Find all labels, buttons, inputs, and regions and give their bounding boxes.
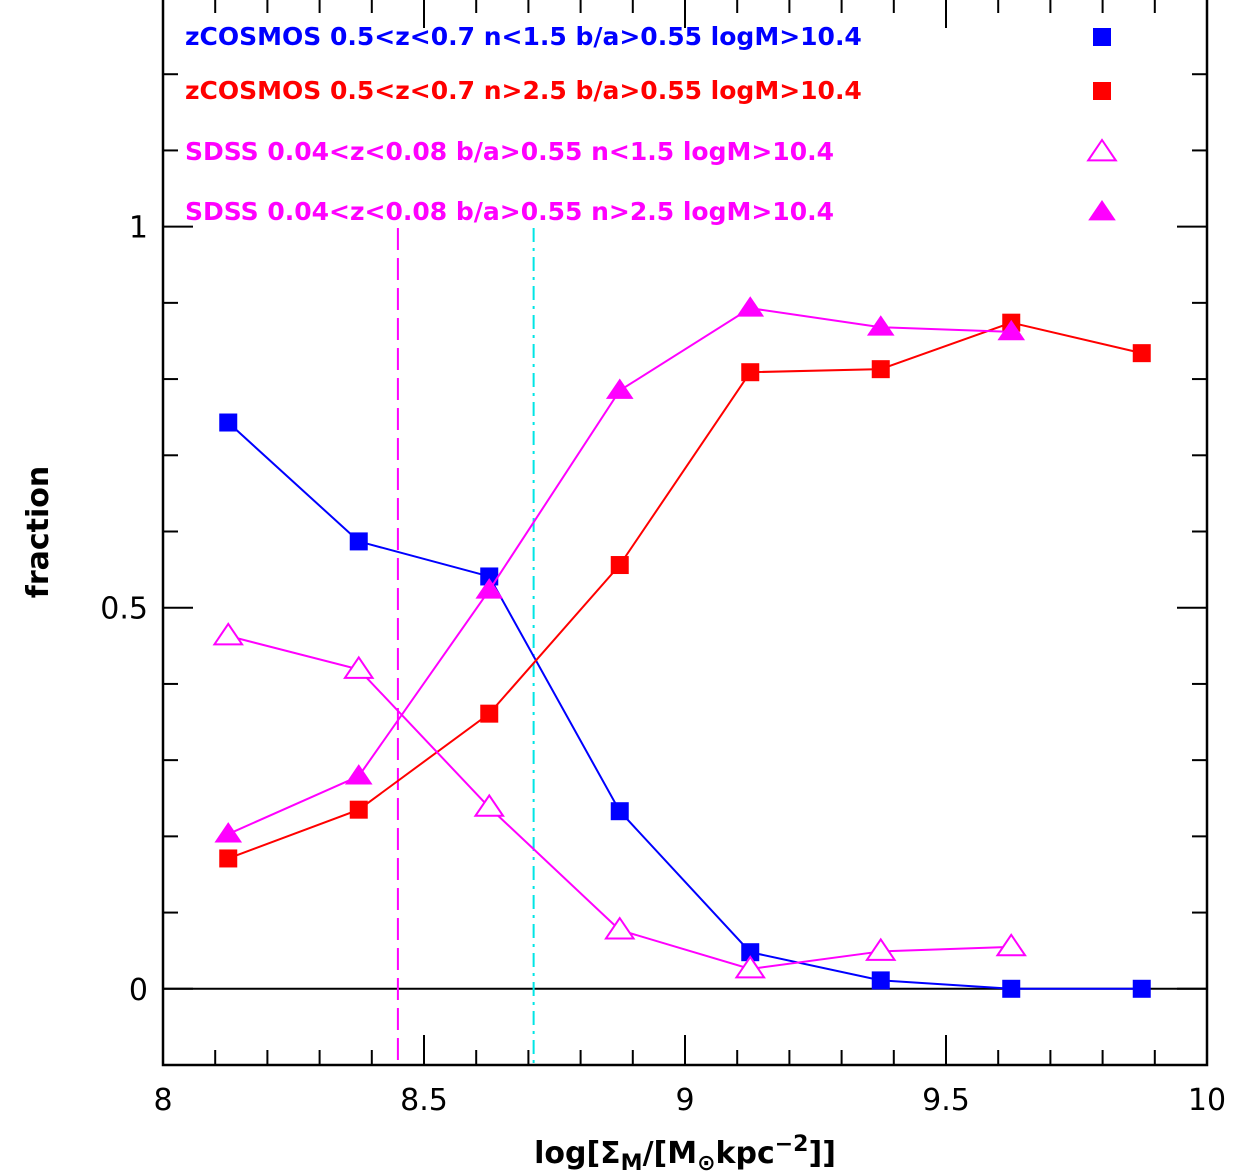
series	[219, 413, 1151, 998]
data-point	[741, 943, 760, 962]
data-point	[871, 971, 890, 990]
data-point	[741, 363, 760, 382]
y-tick-label: 0.5	[100, 592, 148, 627]
x-tick-label: 10	[1188, 1083, 1226, 1118]
data-point	[866, 315, 895, 336]
data-point	[480, 567, 499, 586]
data-point	[475, 578, 504, 599]
x-tick-label: 9	[675, 1083, 694, 1118]
data-point	[604, 916, 636, 940]
x-tick-label: 8	[153, 1083, 172, 1118]
y-tick-label: 1	[129, 211, 148, 246]
data-point	[219, 849, 238, 868]
data-point	[349, 532, 368, 551]
reference-lines	[163, 228, 1207, 1065]
data-point	[865, 937, 897, 961]
legend-entry: SDSS 0.04<z<0.08 b/a>0.55 n<1.5 logM>10.…	[185, 137, 1118, 166]
x-tick-label: 9.5	[922, 1083, 970, 1118]
data-point	[610, 802, 629, 821]
data-point	[995, 933, 1027, 957]
legend-label: zCOSMOS 0.5<z<0.7 n<1.5 b/a>0.55 logM>10…	[185, 22, 862, 51]
legend-entry: zCOSMOS 0.5<z<0.7 n<1.5 b/a>0.55 logM>10…	[185, 22, 1111, 51]
data-point	[1086, 138, 1118, 162]
plot-frame	[161, 0, 1209, 1067]
data-point	[214, 822, 243, 843]
data-point	[736, 296, 765, 317]
data-point	[1132, 979, 1151, 998]
data-point	[480, 704, 499, 723]
y-axis-label: fraction	[21, 466, 56, 598]
legend-entry: zCOSMOS 0.5<z<0.7 n>2.5 b/a>0.55 logM>10…	[185, 76, 1111, 105]
data-point	[349, 800, 368, 819]
x-axis-label: log[ΣM/[M⊙kpc−2]]	[534, 1132, 836, 1176]
legend-entry: SDSS 0.04<z<0.08 b/a>0.55 n>2.5 logM>10.…	[185, 197, 1116, 226]
series	[214, 296, 1026, 843]
y-tick-label: 0	[129, 973, 148, 1008]
data-point	[473, 793, 505, 817]
data-point	[997, 319, 1026, 341]
data-point	[344, 764, 373, 785]
series-line	[227, 421, 1142, 990]
data-point	[1093, 82, 1111, 100]
data-point	[219, 413, 238, 432]
data-point	[1132, 344, 1151, 363]
data-point	[212, 622, 244, 646]
data-point	[343, 655, 375, 679]
plot-series	[212, 296, 1151, 998]
data-point	[1093, 28, 1111, 46]
legend-label: zCOSMOS 0.5<z<0.7 n>2.5 b/a>0.55 logM>10…	[185, 76, 862, 105]
data-point	[734, 955, 766, 979]
series	[212, 622, 1027, 979]
data-point	[1002, 979, 1021, 998]
x-tick-label: 8.5	[400, 1083, 448, 1118]
data-point	[605, 378, 634, 399]
legend-label: SDSS 0.04<z<0.08 b/a>0.55 n>2.5 logM>10.…	[185, 197, 834, 226]
data-point	[610, 556, 629, 575]
data-point	[1088, 200, 1116, 221]
data-point	[871, 360, 890, 379]
legend-label: SDSS 0.04<z<0.08 b/a>0.55 n<1.5 logM>10.…	[185, 137, 834, 166]
axis-ticks: 8 8.5 9 9.5 10 0 0.5 1	[100, 0, 1226, 1118]
legend: zCOSMOS 0.5<z<0.7 n<1.5 b/a>0.55 logM>10…	[185, 22, 1118, 226]
